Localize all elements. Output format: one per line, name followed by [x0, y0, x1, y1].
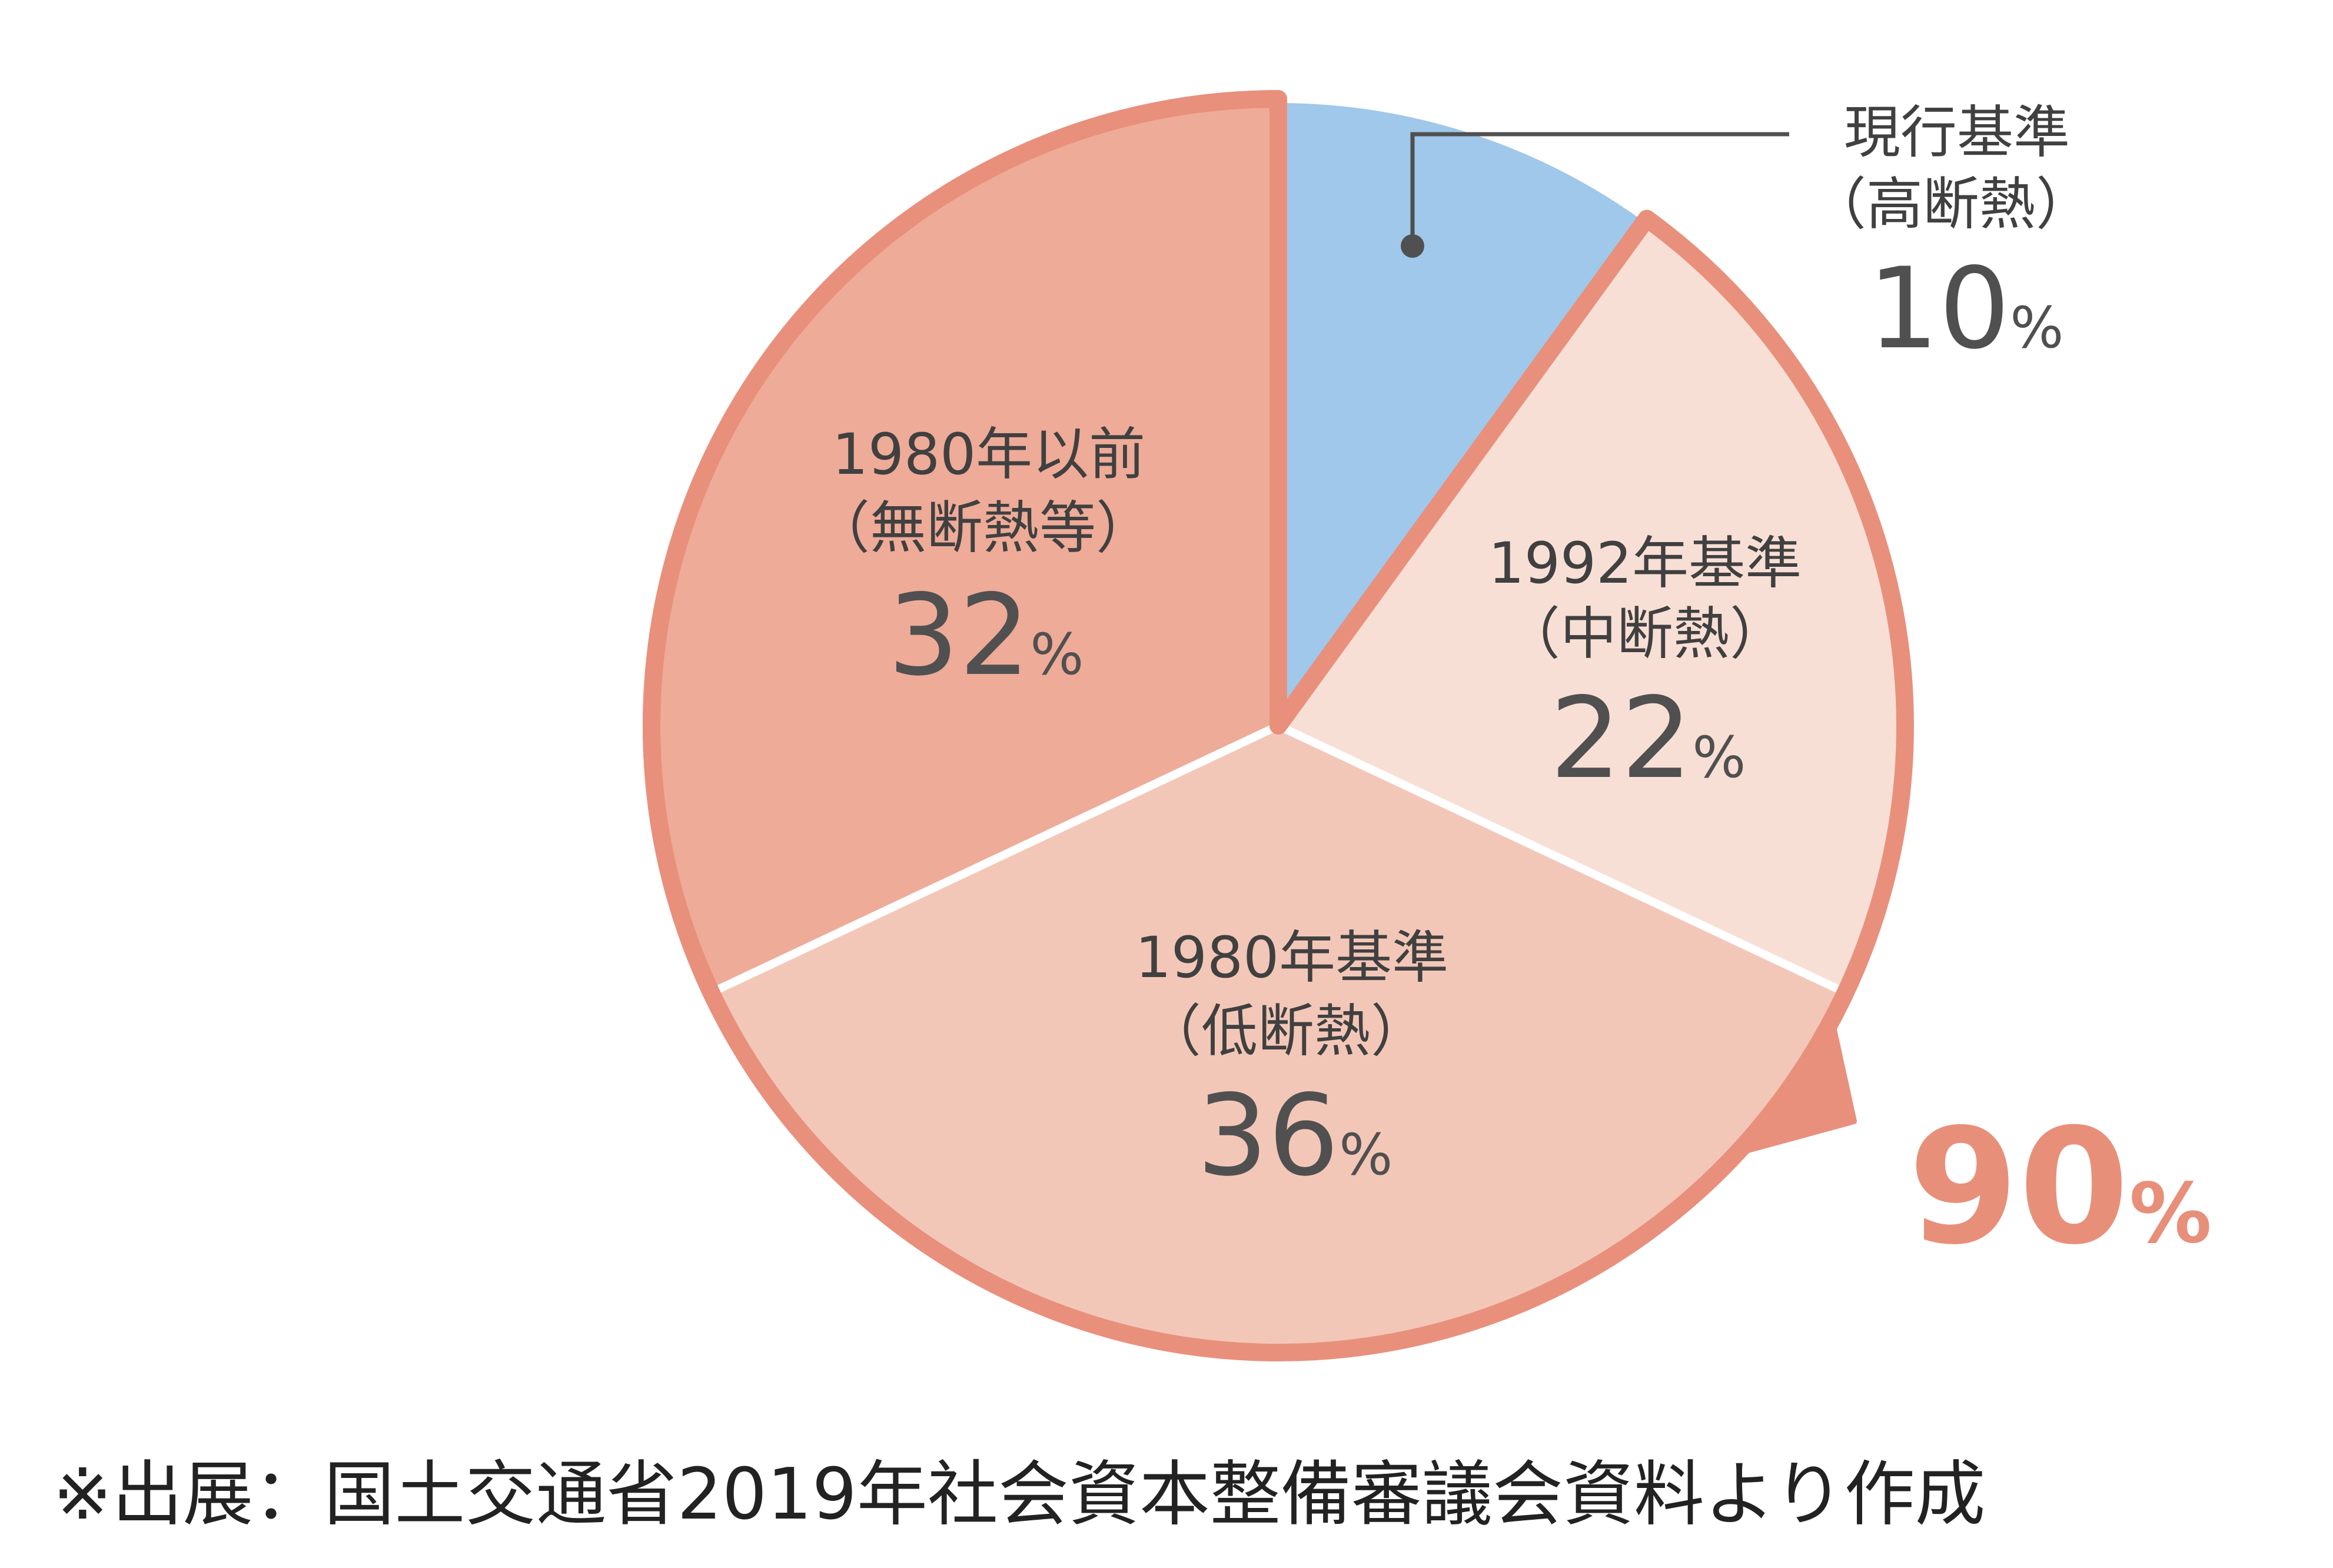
slice-value-1980: 36% — [1197, 1071, 1393, 1201]
slice-label-1980-line2: （低断熱） — [1145, 998, 1427, 1064]
slice-label-before-1980-line1: 1980年以前 — [832, 421, 1145, 487]
combined-callout-value: 90% — [1908, 1094, 2212, 1280]
slice-value-before-1980: 32% — [888, 570, 1084, 700]
slice-label-before-1980-line2: （無断熱等） — [813, 495, 1152, 561]
slice-label-1980-line1: 1980年基準 — [1135, 925, 1448, 991]
slice-label-1992-line1: 1992年基準 — [1488, 530, 1802, 596]
slice-value-current: 10% — [1868, 244, 2064, 374]
slice-label-current-line2: （高断熱） — [1810, 171, 2092, 237]
pie-slices — [647, 95, 1909, 1357]
callout-pointer — [1733, 1016, 1857, 1157]
leader-line-current-standard — [1401, 132, 1789, 258]
source-note: ※出展：国土交通省2019年社会資本整備審議会資料より作成 — [53, 1454, 1986, 1536]
slice-value-1992: 22% — [1550, 673, 1746, 803]
slice-label-current-line1: 現行基準 — [1844, 99, 2070, 165]
slice-outline-1980-before — [643, 90, 1279, 996]
slice-label-1992-line2: （中断熱） — [1504, 601, 1786, 667]
slice-current-standard — [1274, 95, 1651, 730]
